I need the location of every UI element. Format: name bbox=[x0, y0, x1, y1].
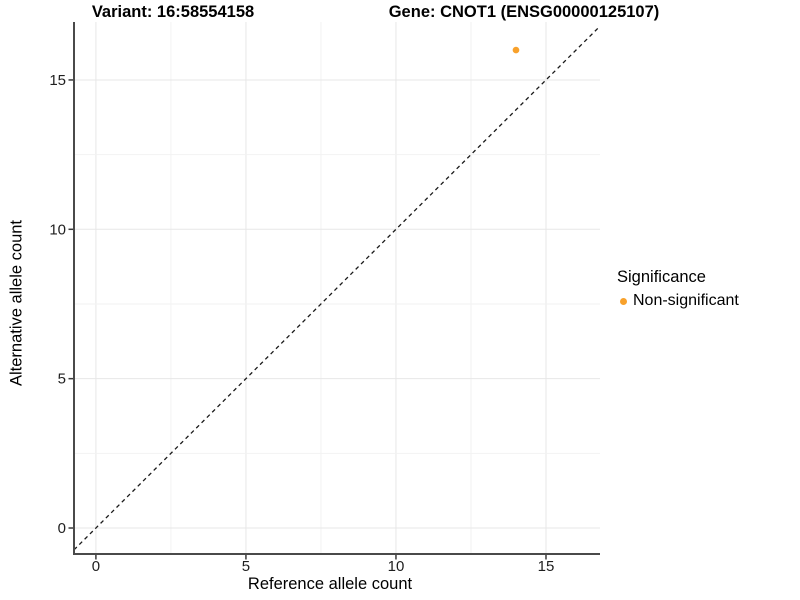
svg-text:0: 0 bbox=[58, 520, 66, 537]
svg-text:15: 15 bbox=[49, 72, 66, 89]
plot-title-variant: Variant: 16:58554158 bbox=[91, 3, 255, 21]
legend-title: Significance bbox=[617, 268, 706, 286]
svg-text:5: 5 bbox=[242, 558, 250, 575]
y-axis-label: Alternative allele count bbox=[7, 219, 26, 387]
svg-text:5: 5 bbox=[58, 371, 66, 388]
legend-item-non-significant: Non-significant bbox=[617, 292, 739, 310]
svg-text:15: 15 bbox=[538, 558, 555, 575]
legend-item-label: Non-significant bbox=[633, 292, 739, 309]
svg-text:10: 10 bbox=[388, 558, 405, 575]
svg-text:0: 0 bbox=[92, 558, 100, 575]
plot-title-gene: Gene: CNOT1 (ENSG00000125107) bbox=[388, 3, 660, 21]
x-axis-label: Reference allele count bbox=[247, 575, 413, 593]
legend: Significance Non-significant bbox=[617, 268, 739, 310]
svg-text:10: 10 bbox=[49, 221, 66, 238]
legend-point-icon bbox=[620, 298, 627, 305]
